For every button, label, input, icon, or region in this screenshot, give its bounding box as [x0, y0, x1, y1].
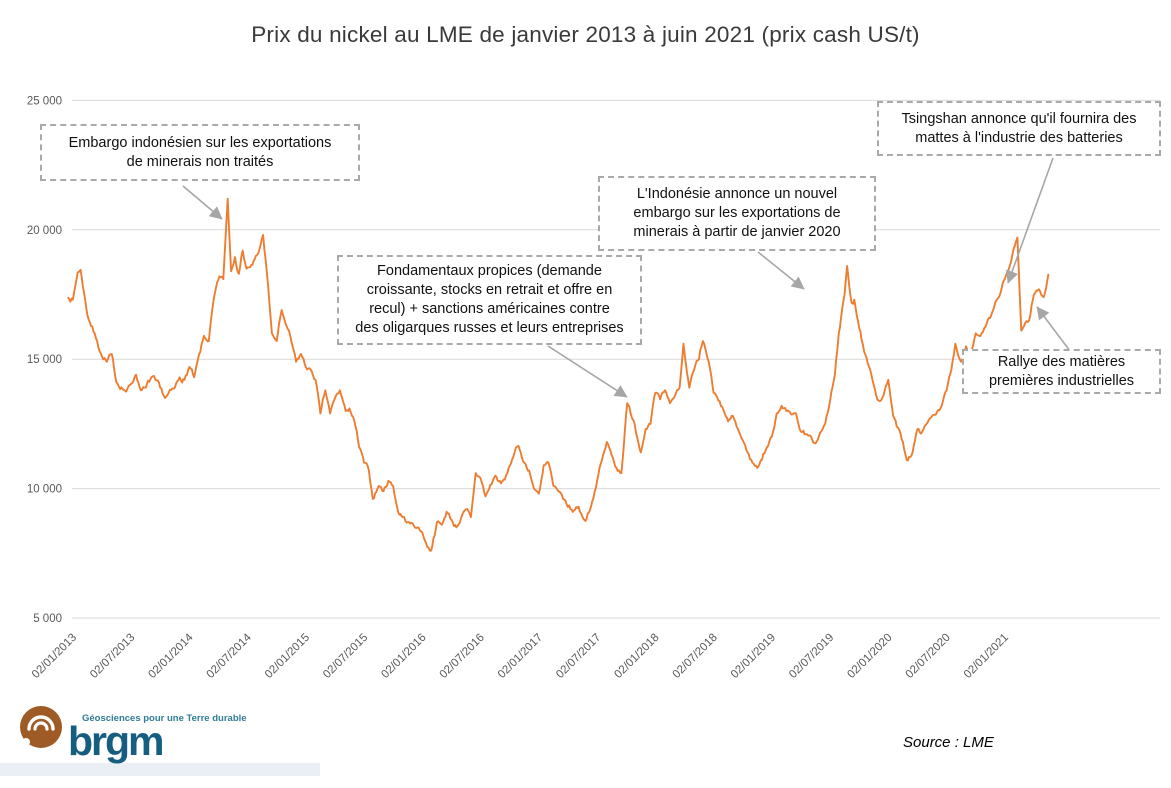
- brgm-wordmark: brgm: [68, 718, 164, 764]
- annotation-arrow-fondamentaux-2018: [547, 345, 628, 398]
- annotation-box-embargo-2014: Embargo indonésien sur les exportations …: [40, 124, 360, 181]
- x-tick-label: 02/01/2019: [729, 632, 778, 681]
- y-axis-labels: 25 000 20 000 15 000 10 000 5 000: [27, 95, 62, 625]
- x-tick-label: 02/01/2018: [612, 632, 661, 681]
- y-tick-label: 25 000: [27, 95, 62, 107]
- nickel-price-line: [67, 197, 1050, 552]
- x-tick-label: 02/01/2017: [496, 632, 545, 681]
- chart-title: Prix du nickel au LME de janvier 2013 à …: [251, 22, 920, 47]
- x-tick-label: 02/07/2019: [787, 632, 836, 681]
- y-tick-label: 10 000: [27, 484, 62, 496]
- x-tick-label: 02/07/2013: [88, 632, 137, 681]
- annotation-arrows: [182, 157, 1071, 398]
- brgm-tagline: Géosciences pour une Terre durable: [82, 713, 247, 724]
- annotation-box-embargo-2020: L'Indonésie annonce un nouvel embargo su…: [598, 176, 876, 251]
- annotation-box-fondamentaux-2018: Fondamentaux propices (demande croissant…: [337, 255, 642, 345]
- brgm-globe-icon: [20, 706, 62, 748]
- annotation-arrow-tsingshan-2021: [1006, 157, 1054, 284]
- annotation-arrow-rallye-2021: [1036, 306, 1071, 352]
- x-tick-label: 02/01/2020: [845, 632, 894, 681]
- annotation-box-tsingshan-2021: Tsingshan annonce qu'il fournira des mat…: [877, 101, 1161, 156]
- logo-strip: [0, 763, 320, 776]
- x-tick-label: 02/01/2015: [263, 632, 312, 681]
- x-tick-label: 02/01/2016: [379, 632, 428, 681]
- x-tick-label: 02/07/2020: [904, 632, 953, 681]
- y-tick-label: 15 000: [27, 354, 62, 366]
- annotation-box-rallye-2021: Rallye des matières premières industriel…: [962, 349, 1161, 394]
- source-note: Source : LME: [903, 734, 994, 751]
- x-tick-label: 02/07/2014: [205, 631, 255, 681]
- x-tick-label: 02/07/2015: [321, 632, 370, 681]
- y-tick-label: 20 000: [27, 225, 62, 237]
- annotation-arrow-embargo-2020: [757, 251, 805, 290]
- x-tick-label: 02/01/2021: [962, 632, 1011, 681]
- y-tick-label: 5 000: [33, 613, 62, 625]
- x-axis-labels: 02/01/2013 02/07/2013 02/01/2014 02/07/2014…: [30, 631, 1011, 681]
- x-tick-label: 02/07/2018: [671, 632, 720, 681]
- brgm-logo: Géosciences pour une Terre durable brgm: [0, 700, 323, 780]
- x-tick-label: 02/01/2013: [30, 632, 79, 681]
- x-tick-label: 02/07/2017: [554, 632, 603, 681]
- x-tick-label: 02/01/2014: [146, 631, 196, 681]
- annotation-arrow-embargo-2014: [182, 185, 223, 220]
- x-tick-label: 02/07/2016: [438, 632, 487, 681]
